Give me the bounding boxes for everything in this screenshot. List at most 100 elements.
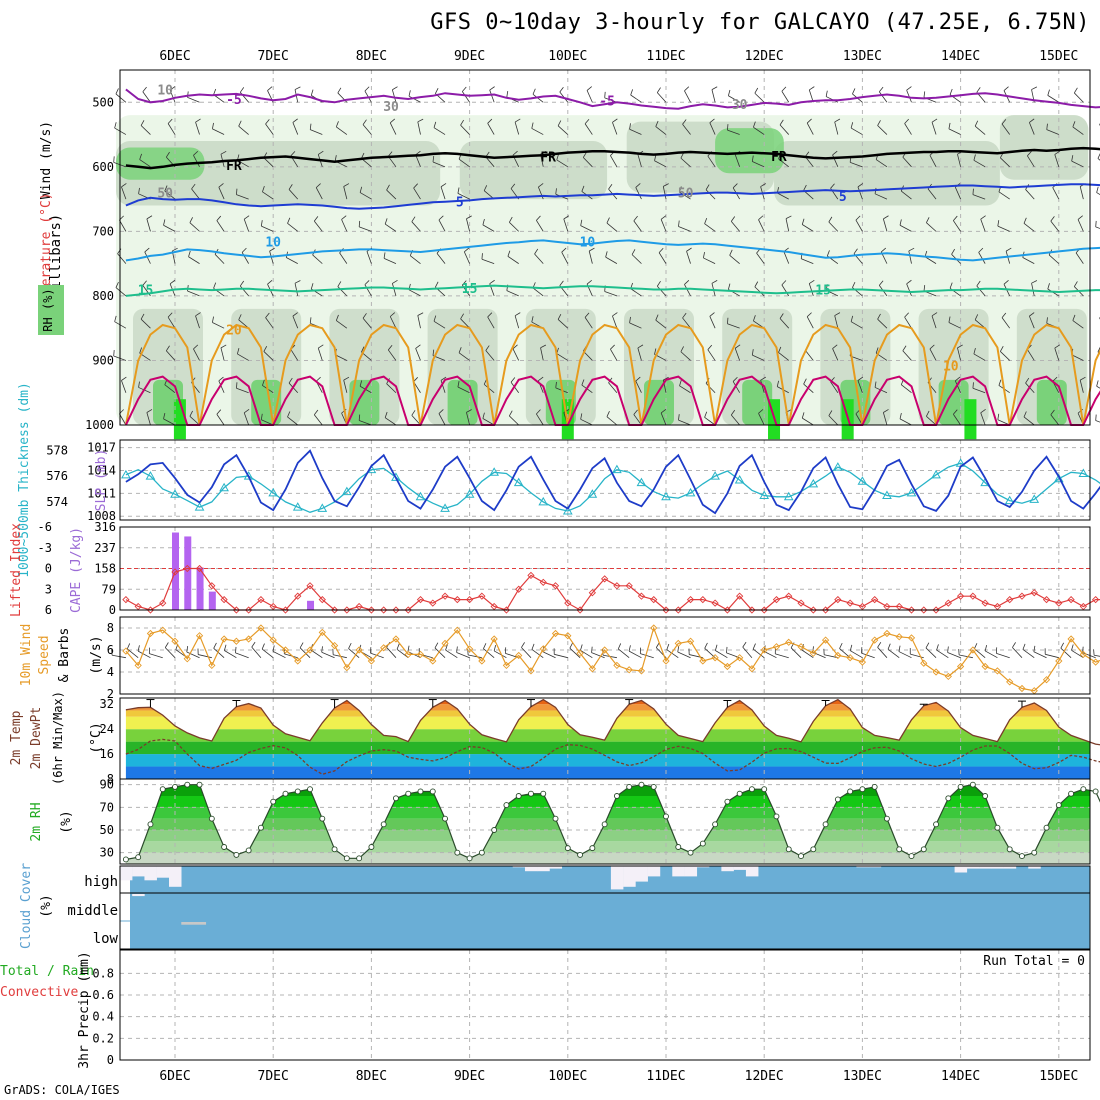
contour-label: 15 xyxy=(138,283,154,298)
wind-barb xyxy=(362,124,372,135)
wind-barb xyxy=(1005,247,1012,252)
rh2m-marker xyxy=(380,821,387,828)
wind10-barb xyxy=(531,649,544,659)
temp-band xyxy=(125,754,1090,767)
cloud-cover-bar-low xyxy=(193,922,207,925)
lifted-index-marker xyxy=(969,592,977,600)
wind-barb xyxy=(637,347,642,361)
wind-barb xyxy=(629,316,631,323)
wind10-marker xyxy=(232,637,241,645)
wind-barb xyxy=(709,316,716,329)
wind10-barb xyxy=(164,647,176,658)
rh2m-marker xyxy=(331,846,338,853)
wind-barb xyxy=(1025,189,1035,200)
wind10-marker xyxy=(134,661,142,670)
wind-barb xyxy=(384,223,397,232)
wind-barb xyxy=(315,187,323,200)
cloud-row-label-high: high xyxy=(84,874,118,890)
wind-barb xyxy=(801,258,814,265)
wind-barb xyxy=(556,159,569,168)
wind10-barb xyxy=(677,651,691,659)
wind-barb xyxy=(832,348,839,361)
wind-barb xyxy=(140,120,145,126)
contour-label: 10 xyxy=(580,236,596,251)
wind-barb xyxy=(220,347,225,361)
wind-barb xyxy=(754,281,759,288)
wind10-barb xyxy=(1012,642,1016,648)
y-tick-label: 6 xyxy=(107,643,114,657)
wind-barb xyxy=(589,247,595,252)
wind-barb xyxy=(309,123,312,130)
wind-barb xyxy=(1071,354,1084,361)
wind10-barb xyxy=(348,648,360,659)
rh2m-marker xyxy=(687,849,694,856)
rh2m-marker xyxy=(699,840,706,847)
wind-barb xyxy=(752,161,765,168)
wind-barb xyxy=(265,123,274,135)
contour-label: 5 xyxy=(839,190,847,205)
wind-barb xyxy=(635,183,641,188)
wind-barb xyxy=(631,249,636,255)
wind-barb xyxy=(466,215,472,220)
panel8-frame xyxy=(119,949,1091,1061)
wind-barb xyxy=(287,411,291,418)
wind-barb xyxy=(756,252,765,264)
wind-barb xyxy=(855,219,863,232)
wind-barb xyxy=(534,248,539,255)
wind-barb xyxy=(679,385,691,394)
wind10-barb xyxy=(849,644,853,651)
wind10-barb xyxy=(251,646,262,658)
wind10-barb xyxy=(198,654,212,659)
y-axis-label-units: (m/s) xyxy=(89,635,104,674)
wind-barb xyxy=(460,119,465,126)
y-tick-label: 0 xyxy=(107,1053,114,1067)
wind-barb xyxy=(1050,409,1055,415)
wind-barb xyxy=(660,219,667,232)
rh2m-marker xyxy=(613,793,620,799)
wind10-barb xyxy=(1094,654,1100,657)
cape-bar xyxy=(307,600,315,610)
thickness-marker xyxy=(1004,495,1015,505)
wind-barb xyxy=(1072,126,1084,135)
rh2m-marker xyxy=(466,855,473,862)
wind-barb xyxy=(335,314,339,321)
wind10-barb xyxy=(1022,643,1026,650)
wind-barb xyxy=(751,155,754,162)
lifted-index-marker xyxy=(171,568,179,576)
lifted-index-marker xyxy=(453,595,461,604)
wind-barb xyxy=(729,249,733,256)
wind-barb xyxy=(678,220,680,227)
wind-barb xyxy=(1029,315,1035,329)
wind-barb xyxy=(857,186,863,200)
wind-barb xyxy=(435,88,439,94)
lifted-index-marker xyxy=(1018,592,1026,600)
temp-band xyxy=(125,716,1090,730)
wind-barb xyxy=(1097,346,1100,353)
rh-shading-moist xyxy=(742,379,773,425)
wind-barb xyxy=(387,345,393,351)
wind-barb xyxy=(362,317,372,329)
x-tick-label-bottom: 14DEC xyxy=(941,1069,980,1084)
y-axis-label-right: SLP (mb) xyxy=(94,449,109,512)
wind-barb xyxy=(364,280,370,285)
wind-barb xyxy=(633,409,638,415)
wind-barb xyxy=(514,312,521,317)
contour-label: 30 xyxy=(732,98,748,113)
lifted-index-marker xyxy=(662,606,670,614)
wind-barb xyxy=(779,119,784,126)
wind10-barb xyxy=(542,651,556,659)
thickness-marker xyxy=(882,490,892,499)
cloud-row-label-low: low xyxy=(93,931,119,947)
cloud-cover-bar-high xyxy=(144,866,157,881)
lifted-index-marker xyxy=(404,606,412,614)
wind-barb xyxy=(384,417,397,426)
wind-barb xyxy=(115,287,127,297)
contour-label: 10 xyxy=(265,236,281,251)
wind-barb xyxy=(948,316,951,323)
wind10-marker xyxy=(208,661,216,670)
lifted-index-marker xyxy=(748,606,756,614)
wind10-barb xyxy=(456,652,470,659)
thickness-marker xyxy=(489,467,500,476)
lifted-index-marker xyxy=(1067,595,1075,604)
